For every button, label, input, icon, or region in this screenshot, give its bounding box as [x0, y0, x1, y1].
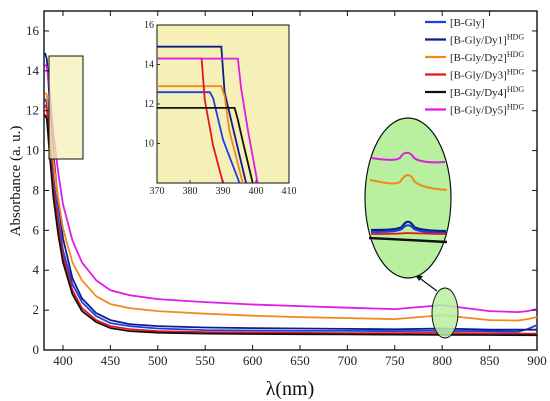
series-line-4	[44, 114, 537, 337]
axes-group: 400 450 500 550 600 650 700 750 800 850 900 0 2 4 6 8 10…	[26, 11, 547, 368]
x-tick-label: 400	[53, 353, 73, 368]
legend-label: [B-Gly/Dy5]HDG	[450, 103, 524, 117]
legend-item-3: [B-Gly/Dy3]HDG	[425, 68, 524, 82]
inset-series-line-4	[157, 107, 254, 183]
legend-label: [B-Gly/Dy3]HDG	[450, 68, 524, 82]
inset-frame	[156, 24, 290, 184]
y-tick-label: 2	[33, 302, 40, 317]
large-zoom-ellipse	[364, 117, 452, 279]
inset-y-tick-label: 10	[144, 139, 154, 150]
highlight-box	[48, 55, 84, 160]
small-zoom-ellipse	[431, 287, 459, 339]
zoom-curve-dy5	[370, 151, 446, 164]
y-tick-label: 10	[26, 143, 39, 158]
x-tick-label: 800	[432, 353, 452, 368]
x-tick-label: 750	[385, 353, 405, 368]
zoom-curve-dy2	[369, 174, 448, 191]
legend: [B-Gly] [B-Gly/Dy1]HDG [B-Gly/Dy2]HDG [B-Gl…	[425, 17, 524, 117]
zoom-curve-bgly	[370, 224, 447, 234]
legend-label: [B-Gly/Dy2]HDG	[450, 50, 524, 64]
x-tick-label: 550	[195, 353, 215, 368]
zoom-curve-dy1	[370, 220, 447, 233]
x-tick-label: 850	[480, 353, 500, 368]
x-tick-label: 600	[243, 353, 263, 368]
legend-item-0: [B-Gly]	[425, 17, 485, 29]
y-tick-label: 0	[33, 342, 40, 357]
x-tick-label: 650	[290, 353, 310, 368]
legend-item-5: [B-Gly/Dy5]HDG	[425, 103, 524, 117]
inset-y-tick-label: 12	[144, 99, 154, 110]
y-tick-label: 8	[33, 182, 40, 197]
x-tick-label: 900	[527, 353, 547, 368]
y-tick-label: 14	[26, 63, 40, 78]
y-tick-label: 6	[33, 222, 40, 237]
inset-y-tick-label: 14	[144, 60, 154, 71]
legend-label: [B-Gly]	[450, 17, 485, 29]
y-tick-label: 12	[26, 103, 39, 118]
zoom-curve-dy4	[368, 236, 448, 244]
inset-y-tick-label: 16	[144, 20, 154, 31]
inset-x-tick-label: 380	[183, 186, 198, 197]
y-axis-label: Absorbance (a. u.)	[8, 126, 24, 237]
legend-label: [B-Gly/Dy1]HDG	[450, 33, 524, 47]
y-tick-label: 4	[33, 262, 40, 277]
inset-series-group	[157, 45, 259, 183]
inset-series-line-0	[157, 91, 241, 183]
inset-x-tick-label: 390	[216, 186, 231, 197]
y-tick-label: 16	[26, 23, 40, 38]
series-line-0	[44, 98, 537, 333]
x-tick-label: 700	[338, 353, 358, 368]
x-tick-label: 450	[101, 353, 121, 368]
series-line-2	[44, 92, 537, 322]
zoom-arrow-line	[417, 276, 438, 292]
inset-x-tick-label: 410	[282, 186, 297, 197]
inset-x-tick-label: 370	[150, 186, 165, 197]
legend-item-1: [B-Gly/Dy1]HDG	[425, 33, 524, 47]
inset-series-line-5	[157, 57, 259, 183]
x-axis-label: λ(nm)	[266, 378, 315, 400]
inset-series-line-1	[157, 45, 247, 183]
inset-ticks-group: 370 380 390 400 410 10 12 14 16	[144, 20, 297, 197]
legend-item-2: [B-Gly/Dy2]HDG	[425, 50, 524, 64]
series-line-3	[44, 104, 537, 335]
main-series-group	[44, 52, 537, 337]
x-tick-label: 500	[148, 353, 168, 368]
inset-x-tick-label: 400	[249, 186, 264, 197]
legend-label: [B-Gly/Dy4]HDG	[450, 85, 524, 99]
zoom-curve-dy3	[370, 232, 447, 235]
inset-series-line-2	[157, 85, 244, 183]
zoom-curves	[368, 151, 448, 244]
legend-item-4: [B-Gly/Dy4]HDG	[425, 85, 524, 99]
